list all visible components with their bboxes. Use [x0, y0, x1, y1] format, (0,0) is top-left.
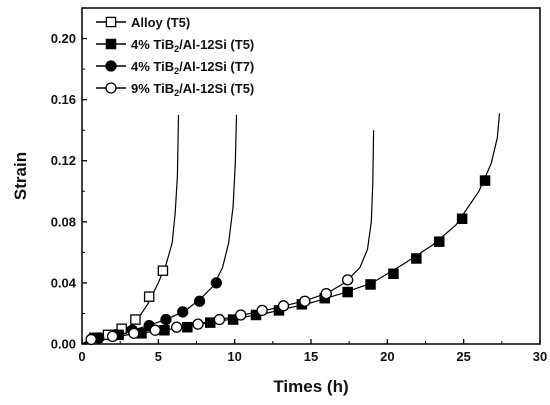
x-tick-label: 25	[456, 349, 470, 364]
y-tick-label: 0.20	[51, 31, 76, 46]
data-point-alloy-t5	[157, 265, 169, 276]
x-tick-label: 30	[533, 349, 547, 364]
legend-label-subscript: 2	[174, 44, 179, 54]
y-tick-label: 0.04	[51, 275, 77, 290]
legend-label: 9% TiB2/Al-12Si (T5)	[131, 81, 254, 98]
data-point-4-tib2-al-12si-t5	[204, 317, 216, 328]
data-point-9-tib2-al-12si-t5	[213, 313, 226, 326]
x-tick-label: 10	[227, 349, 241, 364]
legend-entry-alloy-t5: Alloy (T5)	[96, 15, 190, 30]
data-point-9-tib2-al-12si-t5	[320, 287, 332, 300]
legend-label-part: /Al-12Si (T7)	[179, 59, 254, 74]
y-axis-ticks: 0.00 0.04 0.08 0.12 0.16 0.20	[51, 31, 87, 352]
data-point-4-tib2-al-12si-t5	[479, 175, 491, 186]
legend-box	[92, 14, 292, 104]
data-point-4-tib2-al-12si-t5	[456, 213, 468, 225]
legend-entry-4-tib2-al-12si-t7: 4% TiB2/Al-12Si (T7)	[96, 59, 254, 76]
legend-label-subscript: 2	[174, 88, 179, 98]
legend-marker	[105, 38, 117, 50]
data-point-9-tib2-al-12si-t5	[256, 304, 268, 317]
legend-label-part: /Al-12Si (T5)	[179, 81, 254, 96]
data-point-alloy-t5	[130, 314, 141, 325]
legend-marker	[105, 16, 117, 28]
data-point-4-tib2-al-12si-t5	[182, 321, 193, 333]
data-point-4-tib2-al-12si-t7	[177, 306, 189, 318]
data-point-9-tib2-al-12si-t5	[128, 327, 140, 339]
data-point-9-tib2-al-12si-t5	[149, 324, 161, 336]
data-point-4-tib2-al-12si-t5	[342, 286, 353, 298]
legend-label-part: Alloy (T5)	[131, 15, 190, 30]
data-point-4-tib2-al-12si-t7	[193, 295, 206, 307]
y-axis-title: Strain	[11, 152, 30, 200]
data-point-9-tib2-al-12si-t5	[192, 318, 204, 330]
data-point-9-tib2-al-12si-t5	[235, 309, 247, 321]
legend-label-part: 4% TiB	[131, 37, 174, 52]
data-point-4-tib2-al-12si-t5	[159, 325, 170, 336]
legend: Alloy (T5)4% TiB2/Al-12Si (T5)4% TiB2/Al…	[92, 14, 292, 104]
data-point-9-tib2-al-12si-t5	[277, 300, 290, 312]
data-point-9-tib2-al-12si-t5	[171, 321, 183, 333]
x-axis-title: Times (h)	[273, 377, 348, 396]
legend-label-part: 4% TiB	[131, 59, 174, 74]
data-point-4-tib2-al-12si-t7	[160, 313, 172, 326]
y-tick-label: 0.16	[51, 92, 76, 107]
data-point-9-tib2-al-12si-t5	[106, 330, 119, 343]
x-tick-label: 0	[78, 349, 85, 364]
data-point-4-tib2-al-12si-t5	[365, 279, 376, 290]
x-tick-label: 15	[304, 349, 318, 364]
data-point-4-tib2-al-12si-t5	[411, 253, 422, 264]
y-tick-label: 0.00	[51, 337, 76, 352]
data-point-4-tib2-al-12si-t7	[210, 277, 222, 289]
data-point-alloy-t5	[143, 291, 155, 302]
legend-label: 4% TiB2/Al-12Si (T5)	[131, 37, 254, 54]
data-point-9-tib2-al-12si-t5	[299, 295, 311, 307]
legend-entry-9-tib2-al-12si-t5: 9% TiB2/Al-12Si (T5)	[96, 81, 254, 98]
legend-label-part: 9% TiB	[131, 81, 174, 96]
series-markers	[85, 175, 491, 346]
x-axis-ticks: 0 5 10 15 20 25 30	[78, 339, 547, 364]
legend-entry-4-tib2-al-12si-t5: 4% TiB2/Al-12Si (T5)	[96, 37, 254, 54]
legend-marker	[105, 60, 117, 72]
legend-marker	[105, 82, 117, 94]
legend-label-subscript: 2	[174, 66, 179, 76]
data-point-9-tib2-al-12si-t5	[341, 274, 354, 286]
data-point-4-tib2-al-12si-t5	[388, 268, 399, 279]
x-tick-label: 20	[380, 349, 394, 364]
data-point-9-tib2-al-12si-t5	[85, 333, 97, 346]
y-tick-label: 0.12	[51, 153, 76, 168]
x-tick-label: 5	[155, 349, 162, 364]
legend-label-part: /Al-12Si (T5)	[179, 37, 254, 52]
data-point-4-tib2-al-12si-t5	[433, 236, 445, 247]
y-tick-label: 0.08	[51, 214, 76, 229]
legend-label: Alloy (T5)	[131, 15, 190, 30]
legend-label: 4% TiB2/Al-12Si (T7)	[131, 59, 254, 76]
